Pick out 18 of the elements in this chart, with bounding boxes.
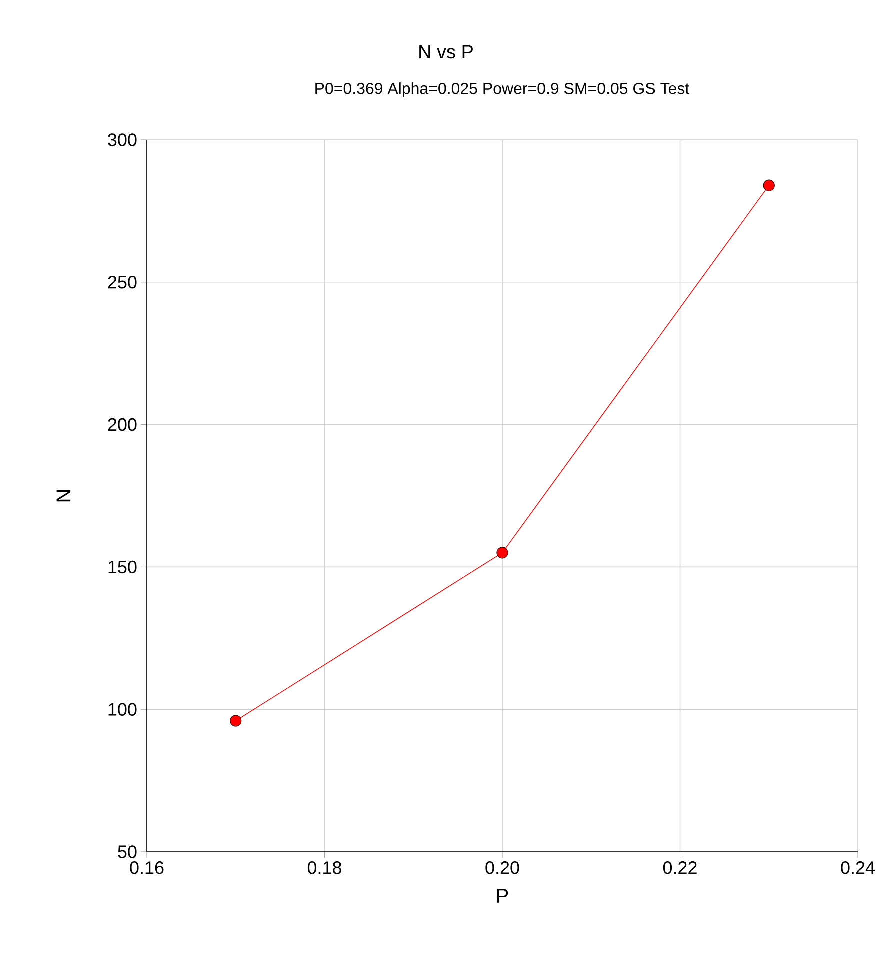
y-tick-label: 200 <box>108 418 137 432</box>
point <box>496 547 508 559</box>
x-tick-label: 0.22 <box>663 862 697 874</box>
x-tick-label: 0.20 <box>486 862 520 874</box>
x-tick-label: 0.24 <box>841 862 875 874</box>
x-axis-title: P <box>497 889 508 903</box>
y-tick-label: 300 <box>108 134 137 146</box>
point <box>230 715 242 727</box>
y-tick-label: 250 <box>108 276 137 289</box>
chart-subtitle: P0=0.369 Alpha=0.025 Power=0.9 SM=0.05 GS Test <box>316 82 690 98</box>
chart-title: N vs P <box>420 45 473 59</box>
point <box>763 180 775 192</box>
y-tick-label: 100 <box>108 703 137 716</box>
y-tick-label: 150 <box>108 560 137 574</box>
x-tick-label: 0.16 <box>130 862 164 874</box>
x-tick-label: 0.18 <box>308 862 342 874</box>
y-axis-title: N <box>56 490 71 502</box>
y-tick-label: 50 <box>118 846 137 858</box>
